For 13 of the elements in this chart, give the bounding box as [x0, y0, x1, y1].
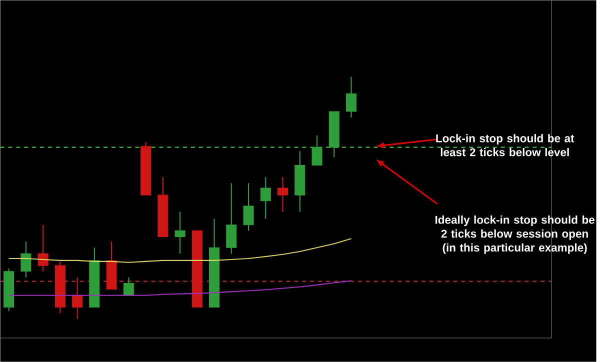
- candlestick: [312, 135, 322, 166]
- candlestick: [346, 76, 356, 118]
- candlestick: [243, 182, 254, 232]
- candlestick: [72, 276, 83, 320]
- text: Lock-in stop should be at least 2 ticks below level: [436, 134, 574, 156]
- candlestick: [260, 176, 271, 220]
- candlestick: [38, 224, 48, 272]
- candlestick: [123, 276, 134, 296]
- candlestick: [174, 211, 186, 254]
- candlestick: [278, 176, 288, 212]
- text: Ideally lock-in stop should be 2 ticks below session open (in this particular example): [435, 216, 594, 254]
- candlestick: [20, 241, 32, 278]
- candlestick: [226, 182, 237, 254]
